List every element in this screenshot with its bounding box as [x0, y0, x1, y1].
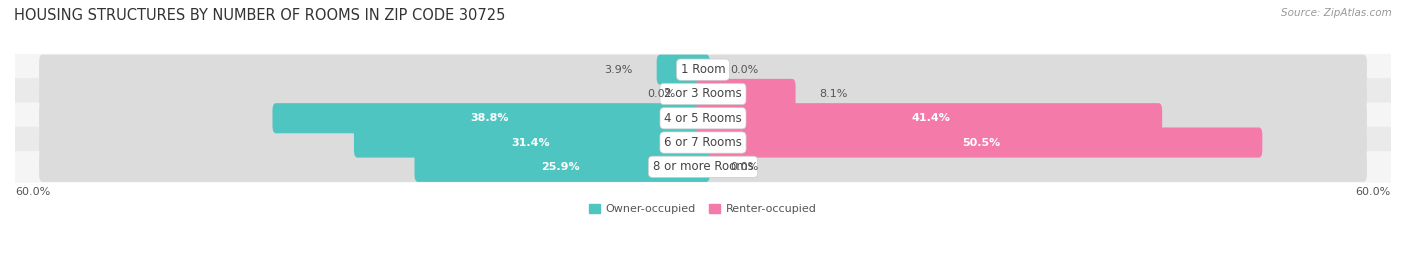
FancyBboxPatch shape: [696, 79, 796, 109]
FancyBboxPatch shape: [273, 103, 710, 133]
Text: 6 or 7 Rooms: 6 or 7 Rooms: [664, 136, 742, 149]
FancyBboxPatch shape: [13, 78, 1393, 110]
FancyBboxPatch shape: [39, 103, 1367, 133]
FancyBboxPatch shape: [13, 102, 1393, 134]
FancyBboxPatch shape: [39, 79, 1367, 109]
FancyBboxPatch shape: [39, 128, 1367, 158]
Text: 38.8%: 38.8%: [470, 113, 509, 123]
Text: 0.0%: 0.0%: [731, 162, 759, 172]
Text: 60.0%: 60.0%: [15, 187, 51, 197]
FancyBboxPatch shape: [13, 54, 1393, 86]
Text: HOUSING STRUCTURES BY NUMBER OF ROOMS IN ZIP CODE 30725: HOUSING STRUCTURES BY NUMBER OF ROOMS IN…: [14, 8, 505, 23]
Text: 1 Room: 1 Room: [681, 63, 725, 76]
FancyBboxPatch shape: [13, 127, 1393, 158]
Text: Source: ZipAtlas.com: Source: ZipAtlas.com: [1281, 8, 1392, 18]
FancyBboxPatch shape: [39, 55, 1367, 85]
Text: 50.5%: 50.5%: [962, 137, 1000, 147]
Text: 60.0%: 60.0%: [1355, 187, 1391, 197]
Text: 3.9%: 3.9%: [605, 65, 633, 75]
Text: 41.4%: 41.4%: [911, 113, 950, 123]
Text: 25.9%: 25.9%: [541, 162, 579, 172]
Text: 0.0%: 0.0%: [647, 89, 675, 99]
Legend: Owner-occupied, Renter-occupied: Owner-occupied, Renter-occupied: [589, 204, 817, 214]
FancyBboxPatch shape: [415, 152, 710, 182]
Text: 8 or more Rooms: 8 or more Rooms: [652, 160, 754, 173]
Text: 31.4%: 31.4%: [510, 137, 550, 147]
Text: 0.0%: 0.0%: [731, 65, 759, 75]
FancyBboxPatch shape: [13, 151, 1393, 183]
Text: 8.1%: 8.1%: [820, 89, 848, 99]
Text: 4 or 5 Rooms: 4 or 5 Rooms: [664, 112, 742, 125]
FancyBboxPatch shape: [696, 128, 1263, 158]
FancyBboxPatch shape: [696, 103, 1163, 133]
FancyBboxPatch shape: [657, 55, 710, 85]
FancyBboxPatch shape: [354, 128, 710, 158]
FancyBboxPatch shape: [39, 152, 1367, 182]
Text: 2 or 3 Rooms: 2 or 3 Rooms: [664, 87, 742, 100]
